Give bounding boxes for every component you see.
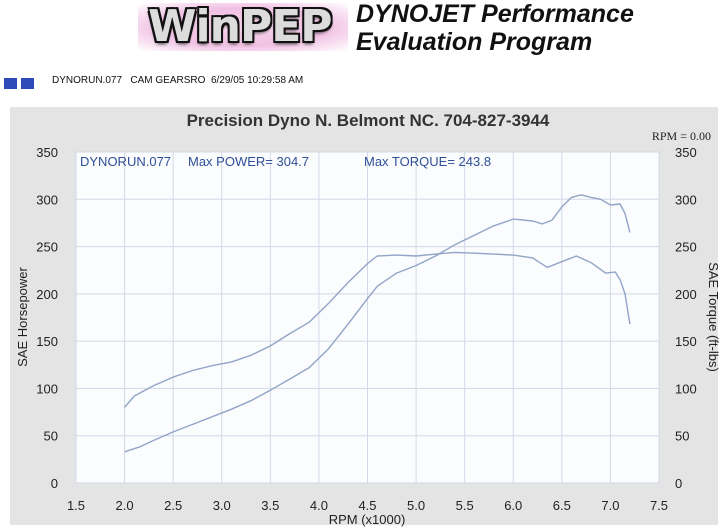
run-timestamp: 6/29/05 10:29:58 AM <box>210 75 304 86</box>
y-tick-label-right: 250 <box>675 240 697 255</box>
y-tick-label-right: 350 <box>675 145 697 160</box>
rpm-readout: RPM = 0.00 <box>652 129 711 143</box>
x-tick-label: 6.0 <box>504 498 522 513</box>
y-tick-label-left: 50 <box>44 429 58 444</box>
y-tick-labels-right: 0 50 100 150 200 250 300 350 <box>675 145 697 491</box>
y-tick-label-right: 0 <box>675 476 682 491</box>
y-axis-label-right: SAE Torque (ft-lbs) <box>706 262 721 372</box>
run-info-text: DYNORUN.077 CAM GEARSRO 6/29/05 10:29:58… <box>52 75 303 86</box>
series-line-torque <box>124 251 631 408</box>
logo-text: WinPEP <box>148 1 332 52</box>
x-tick-label: 4.5 <box>358 498 376 513</box>
x-tick-label: 3.5 <box>261 498 279 513</box>
y-tick-label-right: 50 <box>675 429 689 444</box>
window-icon <box>4 78 17 89</box>
run-description: CAM GEARSRO <box>130 75 206 86</box>
winpep-logo: WinPEP <box>138 1 348 52</box>
y-tick-label-left: 100 <box>36 381 58 396</box>
y-tick-label-left: 250 <box>36 240 58 255</box>
x-axis-label: RPM (x1000) <box>329 512 406 527</box>
run-info-row: DYNORUN.077 CAM GEARSRO 6/29/05 10:29:58… <box>0 72 721 92</box>
y-tick-label-left: 350 <box>36 145 58 160</box>
x-tick-label: 2.5 <box>164 498 182 513</box>
x-tick-label: 5.5 <box>456 498 474 513</box>
chart-title: Precision Dyno N. Belmont NC. 704-827-39… <box>187 111 550 130</box>
y-tick-label-right: 150 <box>675 334 697 349</box>
x-tick-labels: 1.5 2.0 2.5 3.0 3.5 4.0 4.5 5.0 5.5 6.0 6.5 7.0 7.5 <box>67 498 668 513</box>
grid-lines <box>75 151 660 484</box>
y-tick-label-left: 150 <box>36 334 58 349</box>
y-tick-label-right: 200 <box>675 287 697 302</box>
series-line-horsepower <box>124 194 631 453</box>
annotation-run: DYNORUN.077 <box>80 154 171 169</box>
y-tick-labels-left: 0 50 100 150 200 250 300 350 <box>36 145 58 491</box>
x-tick-label: 2.0 <box>116 498 134 513</box>
x-tick-label: 7.0 <box>601 498 619 513</box>
window-icon <box>21 78 34 89</box>
run-file: DYNORUN.077 <box>52 75 123 86</box>
annotation-max-power: Max POWER= 304.7 <box>188 154 309 169</box>
x-tick-label: 6.5 <box>553 498 571 513</box>
y-axis-label-left: SAE Horsepower <box>15 266 30 366</box>
annotation-max-torque: Max TORQUE= 243.8 <box>364 154 491 169</box>
x-tick-label: 7.5 <box>650 498 668 513</box>
x-tick-label: 3.0 <box>213 498 231 513</box>
x-tick-label: 5.0 <box>407 498 425 513</box>
x-tick-label: 1.5 <box>67 498 85 513</box>
y-tick-label-left: 0 <box>51 476 58 491</box>
app-header: WinPEP DYNOJET Performance Evaluation Pr… <box>0 0 721 62</box>
y-tick-label-left: 200 <box>36 287 58 302</box>
app-title: DYNOJET Performance Evaluation Program <box>356 0 716 56</box>
y-tick-label-right: 300 <box>675 192 697 207</box>
app-title-line1: DYNOJET Performance <box>356 0 634 28</box>
y-tick-label-left: 300 <box>36 192 58 207</box>
x-tick-label: 4.0 <box>310 498 328 513</box>
y-tick-label-right: 100 <box>675 381 697 396</box>
app-title-line2: Evaluation Program <box>356 28 593 56</box>
series-layer <box>124 194 631 453</box>
